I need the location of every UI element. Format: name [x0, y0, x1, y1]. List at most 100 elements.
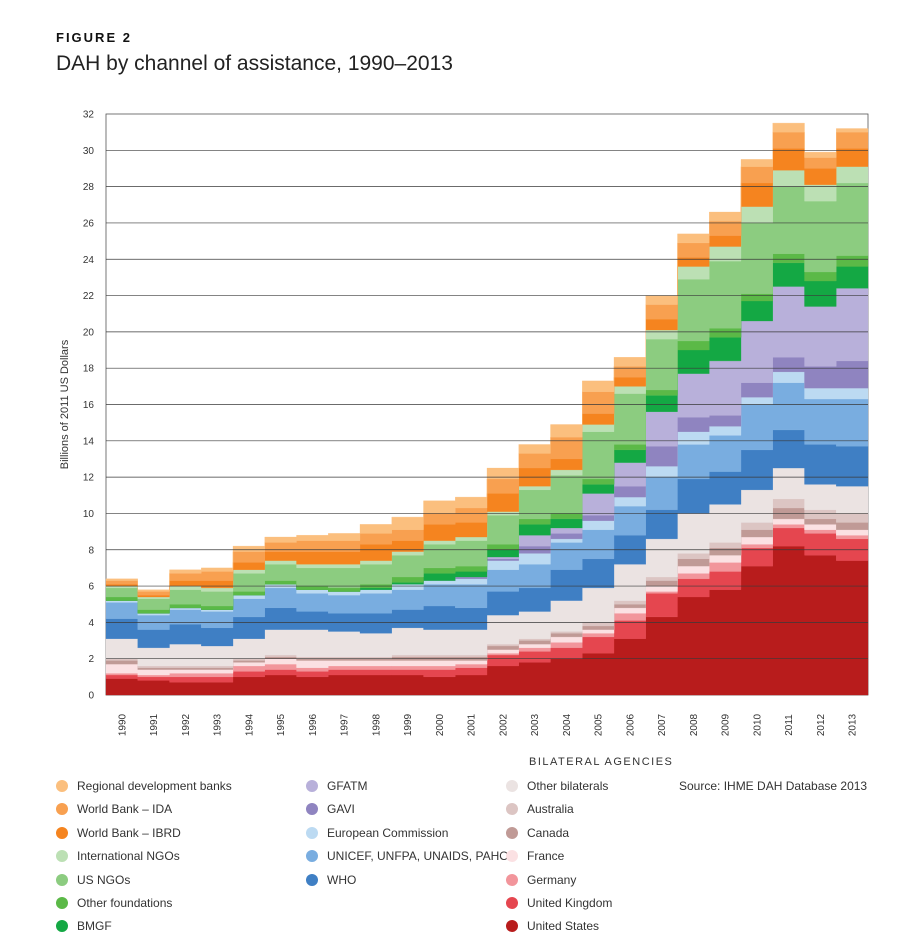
- legend-swatch: [56, 850, 68, 863]
- x-tick-label: 1991: [149, 713, 160, 736]
- y-tick-label: 32: [83, 110, 95, 121]
- legend-label: Germany: [527, 872, 577, 887]
- legend-label: Australia: [527, 802, 574, 817]
- legend-heading-bilateral: BILATERAL AGENCIES: [529, 756, 674, 768]
- y-tick-label: 2: [88, 654, 94, 665]
- x-tick-label: 1990: [117, 713, 128, 736]
- legend-item: Germany: [506, 873, 576, 887]
- y-tick-label: 20: [83, 327, 95, 338]
- legend-item: WHO: [306, 873, 356, 887]
- legend-label: France: [527, 849, 565, 864]
- x-tick-label: 1993: [213, 713, 224, 736]
- legend-swatch: [306, 873, 318, 886]
- x-tick-label: 1995: [276, 713, 287, 736]
- x-tick-label: 2001: [467, 713, 478, 736]
- legend-item: GAVI: [306, 802, 355, 816]
- legend-label: Other bilaterals: [527, 779, 609, 793]
- y-tick-label: 12: [83, 473, 95, 484]
- x-tick-label: 1999: [403, 713, 414, 736]
- legend-label: United States: [527, 919, 600, 934]
- legend-label: World Bank – IDA: [77, 802, 173, 817]
- legend-swatch: [306, 803, 318, 816]
- x-tick-label: 1992: [181, 713, 192, 736]
- legend-swatch: [56, 826, 68, 839]
- legend-item: UNICEF, UNFPA, UNAIDS, PAHO: [306, 849, 509, 863]
- y-tick-label: 8: [88, 545, 94, 556]
- x-tick-label: 2003: [530, 713, 541, 736]
- legend-label: Other foundations: [77, 896, 173, 910]
- legend-swatch: [56, 920, 68, 933]
- y-tick-label: 26: [83, 218, 95, 229]
- legend-label: GAVI: [327, 802, 355, 817]
- y-tick-label: 4: [88, 618, 94, 629]
- y-axis-label: Billions of 2011 US Dollars: [59, 339, 71, 469]
- legend-label: US NGOs: [77, 872, 131, 887]
- chart-title: DAH by channel of assistance, 1990–2013: [56, 52, 453, 75]
- series-area-regional-development-banks: [105, 122, 869, 592]
- x-tick-label: 2008: [689, 713, 700, 736]
- y-tick-label: 16: [83, 400, 95, 411]
- legend-swatch: [56, 873, 68, 886]
- x-tick-label: 2004: [562, 713, 573, 736]
- legend-label: BMGF: [77, 919, 112, 934]
- legend-item: France: [506, 849, 564, 863]
- legend-swatch: [306, 826, 318, 839]
- legend-swatch: [506, 897, 518, 909]
- x-tick-label: 1997: [340, 713, 351, 736]
- legend-swatch: [506, 803, 518, 816]
- legend-swatch: [56, 780, 68, 792]
- y-tick-label: 18: [83, 364, 95, 375]
- x-tick-label: 1994: [244, 713, 255, 736]
- x-tick-label: 2000: [435, 713, 446, 736]
- y-tick-label: 0: [88, 691, 94, 702]
- y-tick-label: 28: [83, 182, 95, 193]
- x-tick-label: 2002: [498, 713, 509, 736]
- legend-item: European Commission: [306, 826, 448, 840]
- x-tick-label: 2011: [784, 714, 795, 736]
- y-tick-label: 30: [83, 146, 95, 157]
- y-tick-label: 14: [83, 436, 95, 447]
- legend-item: Other bilaterals: [506, 779, 608, 793]
- x-tick-label: 1996: [308, 713, 319, 736]
- y-tick-label: 10: [83, 509, 95, 520]
- legend-swatch: [56, 803, 68, 816]
- legend-item: United Kingdom: [506, 896, 612, 910]
- x-tick-label: 2009: [721, 713, 732, 736]
- y-tick-label: 22: [83, 291, 95, 302]
- legend-label: Canada: [527, 825, 570, 840]
- legend-label: United Kingdom: [527, 896, 613, 910]
- x-tick-label: 2005: [594, 713, 605, 736]
- legend-swatch: [506, 920, 518, 933]
- legend-item: Australia: [506, 802, 574, 816]
- legend-item: Other foundations: [56, 896, 172, 910]
- legend-item: US NGOs: [56, 873, 130, 887]
- legend-label: World Bank – IBRD: [77, 825, 181, 840]
- legend-item: World Bank – IDA: [56, 802, 172, 816]
- x-tick-label: 2010: [752, 713, 763, 736]
- series-group: [105, 122, 869, 696]
- y-tick-label: 6: [88, 582, 94, 593]
- legend-label: UNICEF, UNFPA, UNAIDS, PAHO: [327, 849, 509, 864]
- legend-label: WHO: [327, 872, 357, 887]
- legend-swatch: [306, 780, 318, 792]
- x-tick-label: 2007: [657, 713, 668, 736]
- legend-swatch: [506, 826, 518, 839]
- legend-item: GFATM: [306, 779, 367, 793]
- legend-item: Regional development banks: [56, 779, 232, 793]
- legend-swatch: [306, 850, 318, 863]
- figure-label: FIGURE 2: [56, 30, 132, 45]
- legend-swatch: [506, 850, 518, 863]
- legend-swatch: [506, 873, 518, 886]
- x-tick-label: 2013: [848, 713, 859, 736]
- x-tick-label: 2012: [816, 713, 827, 736]
- legend-item: Canada: [506, 826, 569, 840]
- legend-item: United States: [506, 919, 599, 933]
- legend-swatch: [56, 897, 68, 909]
- legend-label: European Commission: [327, 825, 449, 840]
- legend-label: International NGOs: [77, 849, 180, 864]
- x-tick-label: 1998: [371, 713, 382, 736]
- legend-swatch: [506, 780, 518, 792]
- source-note: Source: IHME DAH Database 2013: [679, 779, 868, 793]
- legend-label: GFATM: [327, 779, 368, 793]
